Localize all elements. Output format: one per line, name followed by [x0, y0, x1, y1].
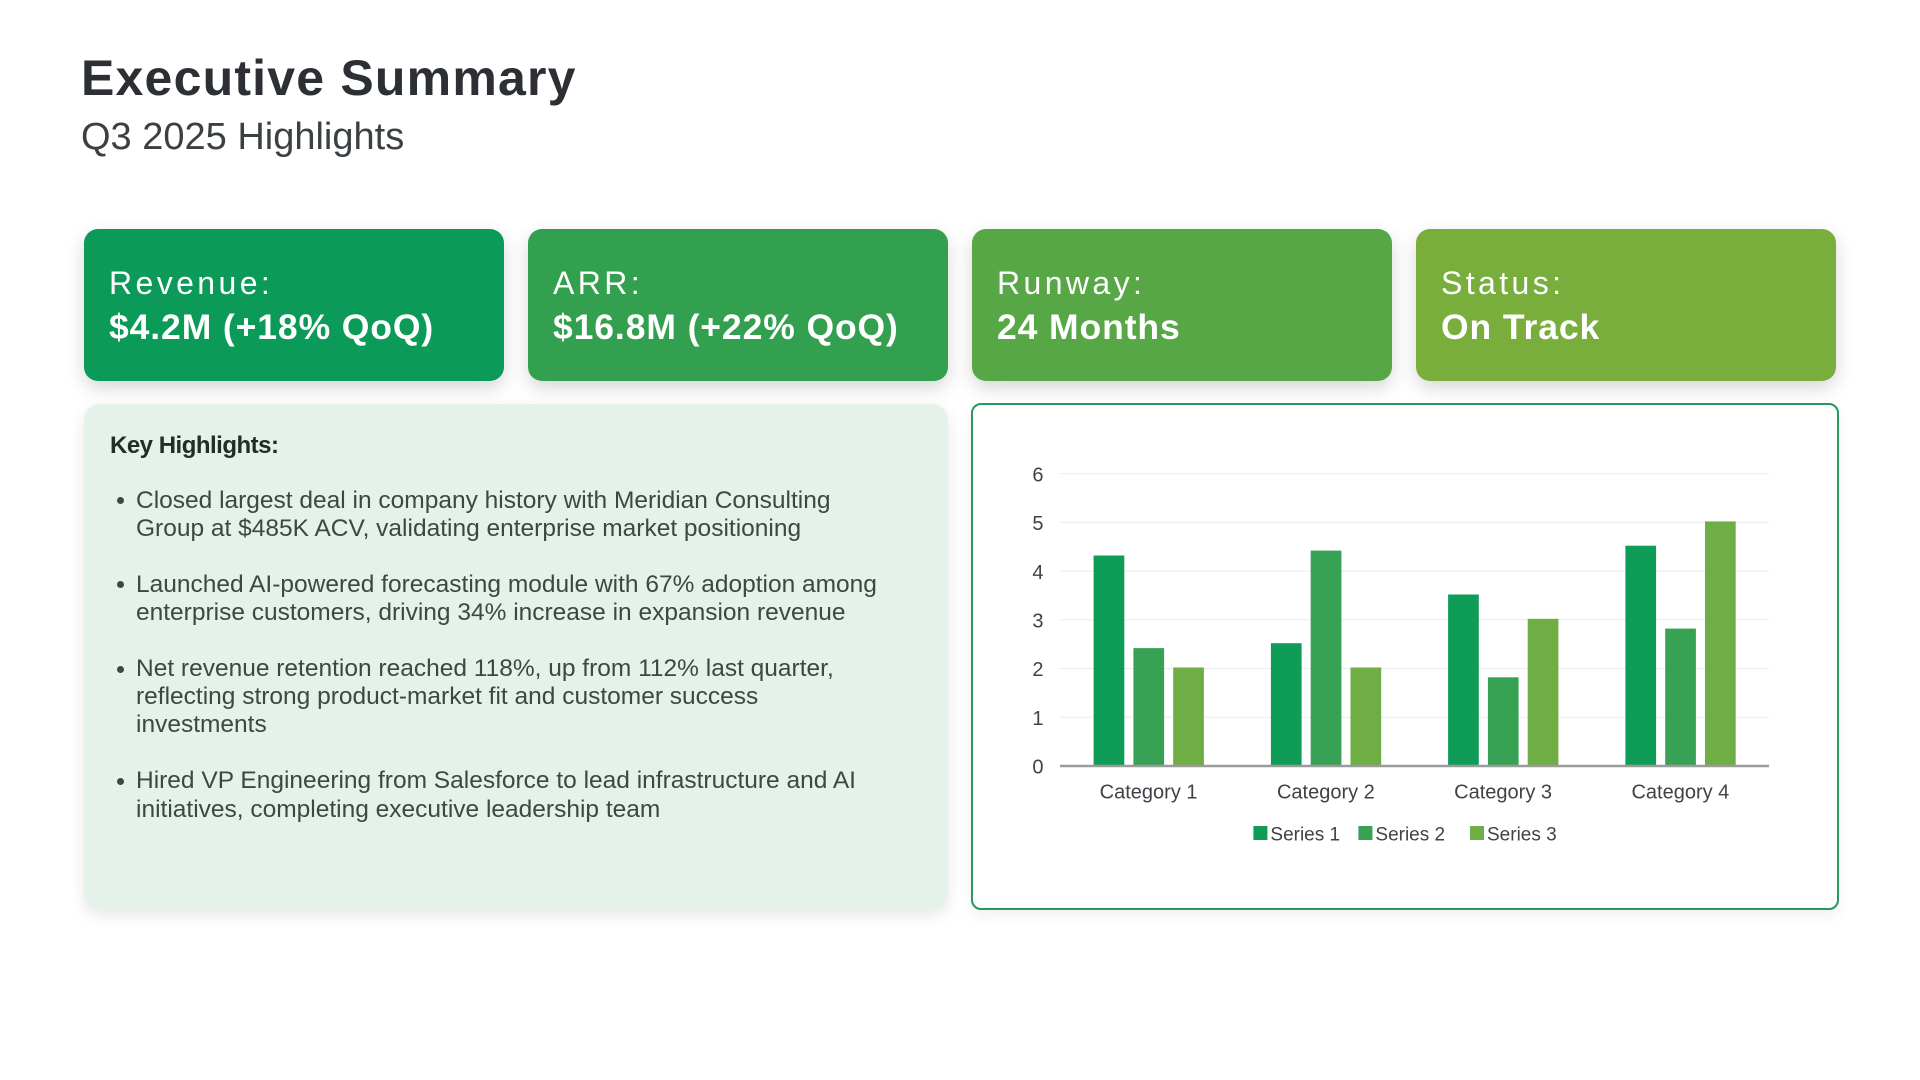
svg-text:2: 2 [1032, 659, 1043, 681]
svg-text:0: 0 [1032, 757, 1043, 779]
svg-text:Series 2: Series 2 [1375, 825, 1445, 846]
svg-text:5: 5 [1032, 513, 1043, 535]
svg-text:Category 3: Category 3 [1454, 781, 1552, 803]
svg-text:6: 6 [1032, 464, 1043, 486]
svg-text:3: 3 [1032, 611, 1043, 633]
svg-text:Category 1: Category 1 [1100, 781, 1198, 803]
svg-text:Category 2: Category 2 [1277, 781, 1375, 803]
svg-text:4: 4 [1032, 562, 1043, 584]
svg-text:Series 1: Series 1 [1270, 825, 1340, 846]
svg-text:1: 1 [1032, 708, 1043, 730]
svg-text:Category 4: Category 4 [1631, 781, 1729, 803]
svg-text:Series 3: Series 3 [1487, 825, 1557, 846]
